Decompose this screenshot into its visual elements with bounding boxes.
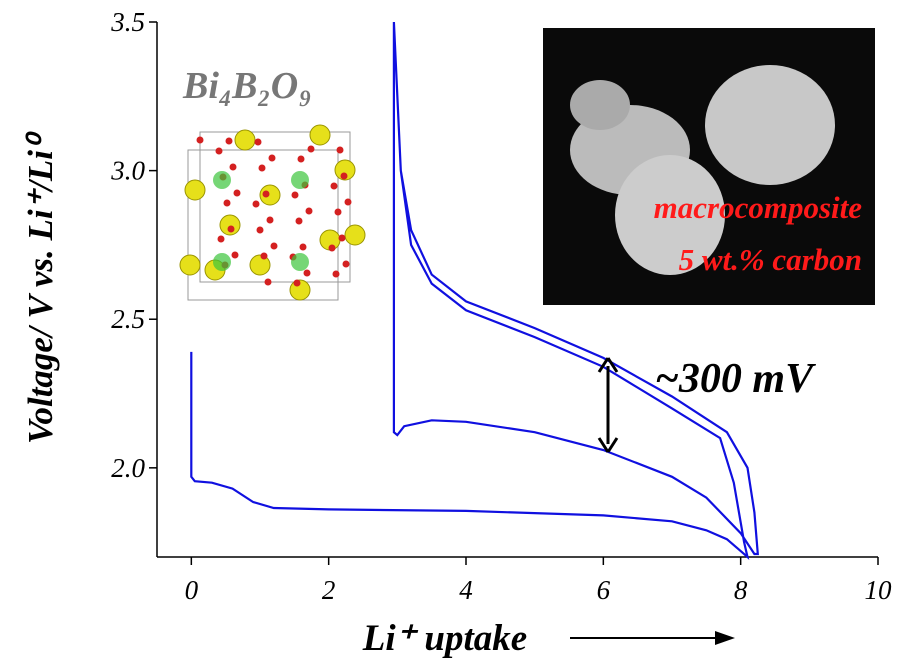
- formula: Bi₄B₂O₉: [182, 65, 311, 107]
- atom: [342, 260, 350, 268]
- atom: [196, 136, 204, 144]
- atom: [227, 225, 235, 233]
- double-arrow: [597, 357, 619, 453]
- x-label-arrow: [570, 631, 735, 645]
- crystal-structure: [187, 131, 351, 301]
- atom: [234, 129, 256, 151]
- atom: [260, 252, 268, 260]
- atom: [256, 226, 264, 234]
- atom: [264, 278, 272, 286]
- x-tick-label: 10: [865, 575, 893, 605]
- atom: [254, 138, 262, 146]
- atom: [291, 253, 309, 271]
- atom: [330, 182, 338, 190]
- atom: [179, 254, 201, 276]
- atom: [336, 146, 344, 154]
- x-tick-label: 4: [459, 575, 473, 605]
- micrograph: [543, 28, 875, 305]
- atom: [270, 242, 278, 250]
- atom: [293, 279, 301, 287]
- y-tick-label: 3.5: [110, 7, 145, 37]
- atom: [344, 224, 366, 246]
- atom: [217, 235, 225, 243]
- atom: [291, 171, 309, 189]
- atom: [266, 216, 274, 224]
- atom: [213, 171, 231, 189]
- atom: [213, 253, 231, 271]
- atom: [340, 172, 348, 180]
- y-axis-label: Voltage/ V vs. Li⁺/Li⁰: [21, 131, 60, 444]
- atom: [259, 184, 281, 206]
- atom: [334, 159, 356, 181]
- atom: [184, 179, 206, 201]
- atom: [231, 251, 239, 259]
- atom: [295, 217, 303, 225]
- atom: [328, 244, 336, 252]
- line-series: [190, 21, 759, 561]
- x-tick-label: 2: [322, 575, 336, 605]
- annotation: ~300 mV: [655, 356, 816, 402]
- atom: [297, 155, 305, 163]
- y-tick-label: 3.0: [110, 156, 145, 186]
- atom: [249, 254, 271, 276]
- atom: [219, 214, 241, 236]
- atom: [303, 269, 311, 277]
- atom: [233, 189, 241, 197]
- atom: [332, 270, 340, 278]
- atom: [344, 198, 352, 206]
- atom: [225, 137, 233, 145]
- atom: [291, 191, 299, 199]
- atom: [258, 164, 266, 172]
- atom: [307, 145, 315, 153]
- y-tick-label: 2.0: [111, 453, 145, 483]
- atom: [305, 207, 313, 215]
- x-tick-label: 0: [185, 575, 199, 605]
- x-tick-label: 6: [597, 575, 611, 605]
- annotation: macrocomposite: [654, 190, 863, 225]
- atom: [268, 154, 276, 162]
- atom: [299, 243, 307, 251]
- annotation: 5 wt.% carbon: [679, 242, 862, 277]
- x-axis-label: Li⁺ uptake: [362, 618, 527, 659]
- atom: [309, 124, 331, 146]
- atom: [223, 199, 231, 207]
- x-tick-label: 8: [734, 575, 748, 605]
- atom: [262, 190, 270, 198]
- atom: [334, 208, 342, 216]
- atom: [229, 163, 237, 171]
- y-tick-label: 2.5: [111, 304, 145, 334]
- atom: [215, 147, 223, 155]
- atom: [338, 234, 346, 242]
- atom: [252, 200, 260, 208]
